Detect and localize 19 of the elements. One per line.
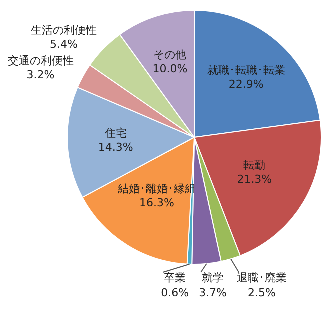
data-label: 0.6% [161,286,190,300]
slice-label: 交通の利便性 [8,54,74,68]
data-label: 14.3% [98,140,134,154]
slice-label: 就職･転職･転業 [207,64,286,78]
data-label: 22.9% [228,78,264,92]
slice-label: 転勤 [244,158,266,172]
slice-label: 卒業 [164,271,186,284]
slice-label: 住宅 [104,126,127,140]
data-label: 21.3% [237,172,272,186]
slice-label: 退職･廃業 [237,271,288,284]
data-label: 5.4% [50,38,78,51]
data-label: 3.7% [199,286,228,300]
data-label: 2.5% [248,286,276,300]
data-label: 10.0% [152,62,188,76]
slice-label: 就学 [202,271,224,284]
data-label: 16.3% [139,196,174,210]
slice-label: 生活の利便性 [31,24,98,37]
data-label: 3.2% [26,68,55,82]
slice-label: その他 [154,48,187,62]
